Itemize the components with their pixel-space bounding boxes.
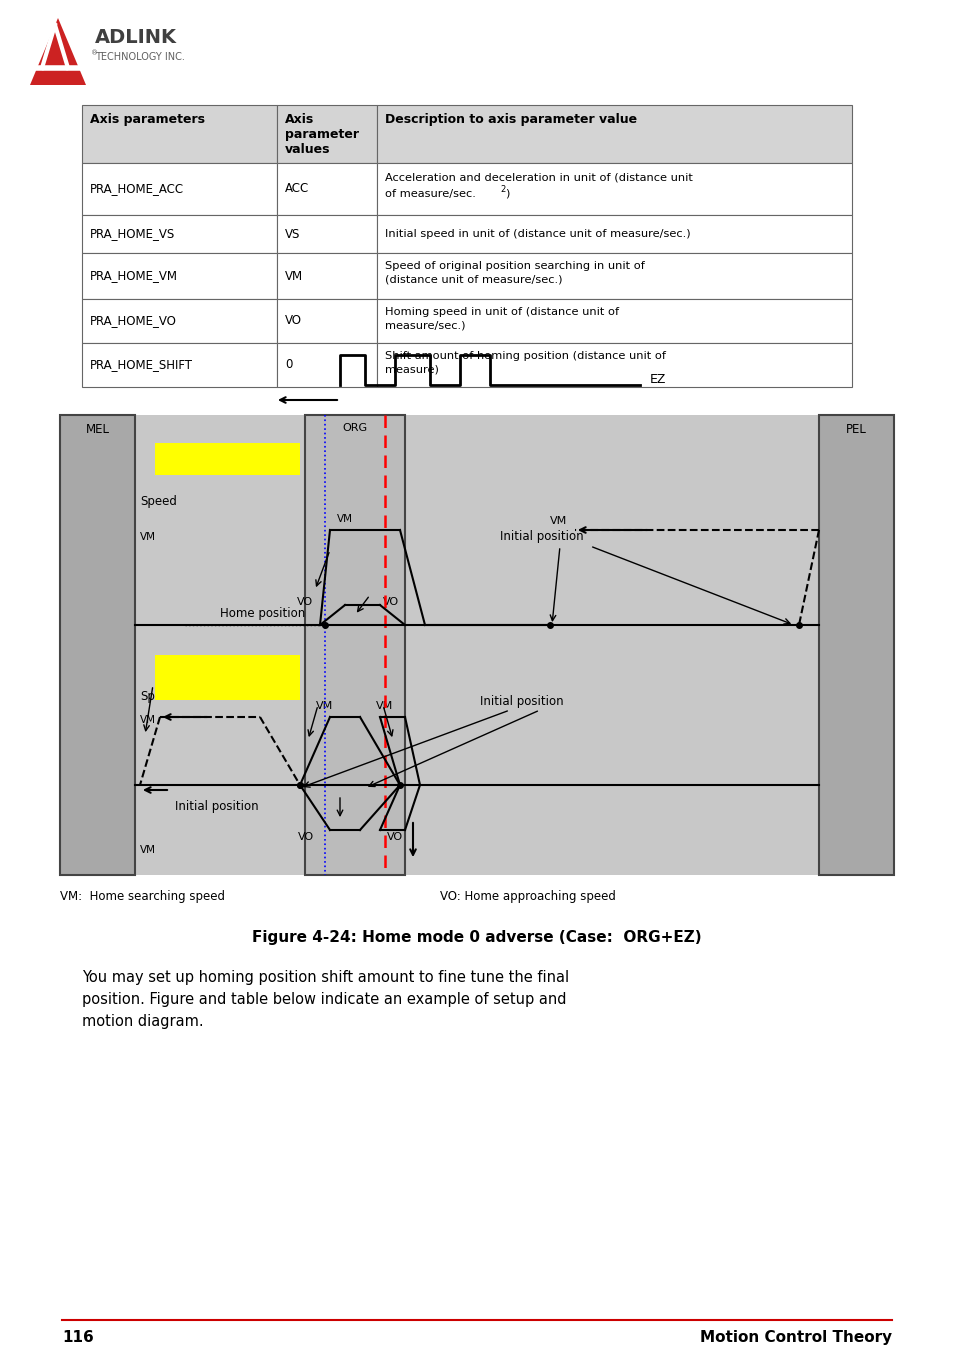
- Bar: [376, 299, 851, 343]
- Text: You may set up homing position shift amount to fine tune the final: You may set up homing position shift amo…: [82, 969, 569, 986]
- Text: Acceleration and deceleration in unit of (distance unit: Acceleration and deceleration in unit of…: [385, 173, 692, 183]
- Text: measure): measure): [385, 365, 438, 375]
- Text: PRA_HOME_VM: PRA_HOME_VM: [90, 269, 178, 283]
- Text: PRA_HOME_VS: PRA_HOME_VS: [90, 227, 175, 241]
- Text: (distance unit of measure/sec.): (distance unit of measure/sec.): [385, 274, 562, 285]
- Text: VM: VM: [140, 845, 156, 854]
- Text: VO: VO: [382, 598, 398, 607]
- Text: VO: VO: [296, 598, 313, 607]
- Text: Initial speed in unit of (distance unit of measure/sec.): Initial speed in unit of (distance unit …: [385, 228, 690, 239]
- Text: PEL: PEL: [845, 423, 866, 435]
- Text: Initial position: Initial position: [174, 800, 258, 813]
- Text: motion diagram.: motion diagram.: [82, 1014, 203, 1029]
- Text: Axis
parameter
values: Axis parameter values: [285, 114, 358, 155]
- Bar: [376, 105, 851, 164]
- Text: VM:  Home searching speed: VM: Home searching speed: [60, 890, 225, 903]
- Bar: [154, 443, 299, 475]
- Text: PRA_HOME_SHIFT: PRA_HOME_SHIFT: [90, 358, 193, 372]
- Bar: [276, 343, 376, 387]
- Bar: [60, 415, 135, 875]
- Text: Initial position: Initial position: [479, 695, 563, 708]
- Bar: [82, 299, 276, 343]
- Text: measure/sec.): measure/sec.): [385, 320, 465, 331]
- Bar: [376, 343, 851, 387]
- Text: Speed: Speed: [140, 690, 176, 703]
- Bar: [154, 654, 299, 700]
- Text: VM: VM: [336, 514, 353, 525]
- Text: Description to axis parameter value: Description to axis parameter value: [385, 114, 637, 126]
- Bar: [82, 164, 276, 215]
- Text: ACC: ACC: [285, 183, 309, 196]
- Text: 2: 2: [499, 185, 505, 193]
- Text: VM: VM: [285, 269, 303, 283]
- Text: Initial position: Initial position: [499, 530, 583, 544]
- Text: PRA_HOME_VO: PRA_HOME_VO: [90, 315, 176, 327]
- Text: Shift amount of homing position (distance unit of: Shift amount of homing position (distanc…: [385, 352, 665, 361]
- Text: VM: VM: [140, 715, 156, 725]
- Text: ADLINK: ADLINK: [95, 28, 177, 47]
- Bar: [376, 164, 851, 215]
- Bar: [376, 215, 851, 253]
- Text: Motion Control Theory: Motion Control Theory: [700, 1330, 891, 1345]
- Text: Figure 4-24: Home mode 0 adverse (Case:  ORG+EZ): Figure 4-24: Home mode 0 adverse (Case: …: [252, 930, 701, 945]
- Bar: [276, 299, 376, 343]
- Bar: [82, 215, 276, 253]
- Text: EZ: EZ: [649, 373, 666, 387]
- Text: PRA_HOME_ACC: PRA_HOME_ACC: [90, 183, 184, 196]
- Text: MEL: MEL: [86, 423, 110, 435]
- Text: VM: VM: [316, 700, 334, 711]
- Bar: [82, 253, 276, 299]
- Bar: [276, 105, 376, 164]
- Text: VM: VM: [376, 700, 394, 711]
- Text: ORG: ORG: [342, 423, 367, 433]
- Text: VO: VO: [285, 315, 302, 327]
- Bar: [276, 215, 376, 253]
- Text: Home position: Home position: [220, 607, 305, 621]
- Text: Condition B: Condition B: [160, 658, 237, 672]
- Bar: [276, 164, 376, 215]
- Text: VO: VO: [387, 831, 403, 842]
- Bar: [82, 105, 276, 164]
- Text: VO: Home approaching speed: VO: Home approaching speed: [439, 890, 616, 903]
- Text: Homing speed in unit of (distance unit of: Homing speed in unit of (distance unit o…: [385, 307, 618, 316]
- Text: 116: 116: [62, 1330, 93, 1345]
- Text: VO: VO: [297, 831, 314, 842]
- Text: VM: VM: [140, 531, 156, 542]
- Text: VS: VS: [285, 227, 300, 241]
- Bar: [82, 343, 276, 387]
- Text: ®: ®: [91, 50, 98, 55]
- Text: Condition A: Condition A: [160, 448, 237, 461]
- Text: Axis parameters: Axis parameters: [90, 114, 205, 126]
- Bar: [276, 253, 376, 299]
- Bar: [376, 253, 851, 299]
- Text: Speed of original position searching in unit of: Speed of original position searching in …: [385, 261, 644, 270]
- Text: VM: VM: [550, 516, 567, 526]
- Text: TECHNOLOGY INC.: TECHNOLOGY INC.: [95, 51, 185, 62]
- Text: and C: and C: [160, 677, 198, 690]
- Text: of measure/sec.: of measure/sec.: [385, 189, 476, 199]
- Text: ): ): [504, 189, 509, 199]
- Text: Speed: Speed: [140, 495, 176, 508]
- Bar: [305, 415, 405, 875]
- Bar: [818, 415, 893, 875]
- Text: 0: 0: [285, 358, 292, 372]
- Polygon shape: [30, 18, 86, 85]
- Bar: [60, 415, 893, 875]
- Text: position. Figure and table below indicate an example of setup and: position. Figure and table below indicat…: [82, 992, 566, 1007]
